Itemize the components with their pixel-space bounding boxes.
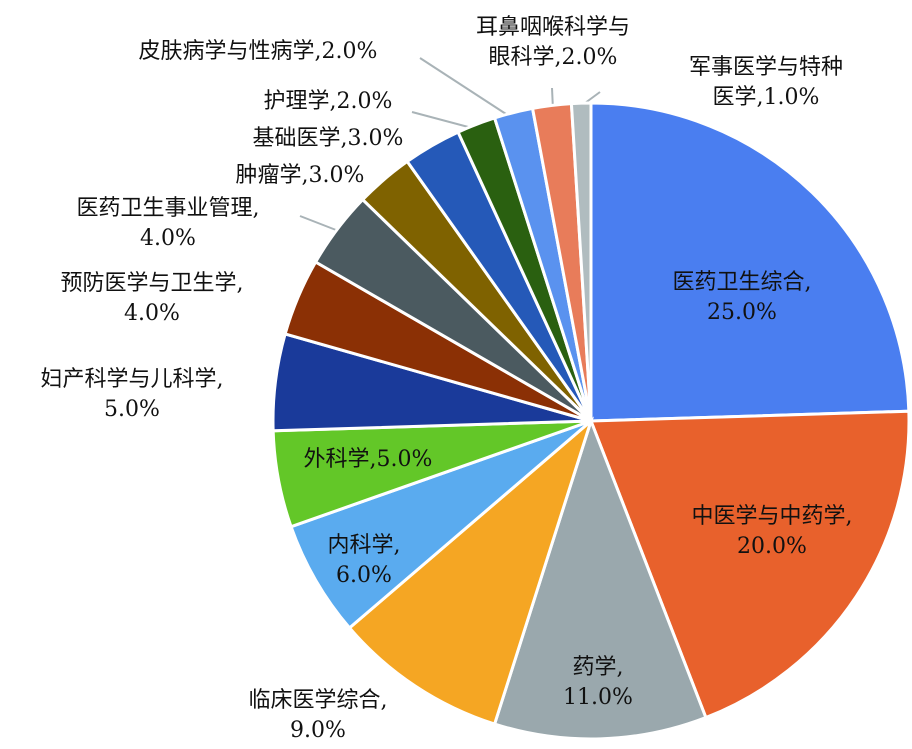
label-name: 肿瘤学 bbox=[235, 163, 302, 188]
label-name: 外科学 bbox=[303, 447, 370, 472]
label-separator: , bbox=[804, 270, 812, 295]
label-value: 2.0% bbox=[321, 39, 378, 64]
pie-slice bbox=[569, 101, 593, 422]
label-separator: , bbox=[314, 39, 322, 64]
leader-line bbox=[419, 57, 507, 115]
label-name: 中医学与中药学 bbox=[691, 504, 846, 529]
label-value: 20.0% bbox=[737, 534, 807, 559]
leader-line bbox=[299, 215, 337, 231]
data-label: 临床医学综合, 9.0% bbox=[248, 686, 387, 746]
data-label: 军事医学与特种医学,1.0% bbox=[686, 53, 847, 113]
label-name: 皮肤病学与性病学 bbox=[138, 39, 315, 64]
data-label: 内科学, 6.0% bbox=[327, 531, 400, 591]
label-separator: , bbox=[369, 447, 377, 472]
label-separator: , bbox=[329, 89, 337, 114]
label-name: 医药卫生综合 bbox=[672, 270, 805, 295]
label-name: 医药卫生事业管理 bbox=[76, 196, 253, 221]
data-label: 医药卫生综合, 25.0% bbox=[672, 268, 811, 328]
data-label: 药学, 11.0% bbox=[563, 653, 633, 713]
data-label: 基础医学,3.0% bbox=[253, 124, 404, 154]
label-value: 11.0% bbox=[563, 685, 633, 710]
label-separator: , bbox=[236, 271, 244, 296]
data-label: 肿瘤学,3.0% bbox=[236, 161, 365, 191]
data-label: 预防医学与卫生学, 4.0% bbox=[60, 269, 243, 329]
label-value: 6.0% bbox=[336, 563, 392, 588]
label-value: 2.0% bbox=[561, 45, 618, 70]
label-value: 3.0% bbox=[347, 126, 404, 151]
leader-lines bbox=[299, 57, 601, 231]
label-separator: , bbox=[756, 85, 764, 110]
label-name: 预防医学与卫生学 bbox=[60, 271, 237, 296]
label-value: 5.0% bbox=[376, 447, 433, 472]
pie-slice bbox=[347, 416, 595, 726]
label-separator: , bbox=[845, 504, 853, 529]
label-value: 9.0% bbox=[290, 718, 346, 743]
data-label: 医药卫生事业管理, 4.0% bbox=[76, 194, 259, 254]
label-separator: , bbox=[554, 45, 562, 70]
data-label: 妇产科学与儿科学, 5.0% bbox=[40, 365, 223, 425]
pie-slice bbox=[588, 409, 911, 720]
label-separator: , bbox=[252, 196, 260, 221]
label-value: 3.0% bbox=[308, 163, 365, 188]
label-value: 5.0% bbox=[104, 397, 160, 422]
label-name: 护理学 bbox=[263, 89, 330, 114]
label-separator: , bbox=[301, 163, 309, 188]
label-name: 内科学 bbox=[327, 533, 394, 558]
label-name: 军事医学与特种医学 bbox=[688, 55, 843, 110]
label-name: 临床医学综合 bbox=[248, 688, 381, 713]
data-label: 外科学,5.0% bbox=[304, 445, 433, 475]
label-separator: , bbox=[393, 533, 401, 558]
label-name: 药学 bbox=[572, 655, 617, 680]
label-separator: , bbox=[216, 367, 224, 392]
label-separator: , bbox=[340, 126, 348, 151]
data-label: 护理学,2.0% bbox=[264, 87, 393, 117]
label-value: 1.0% bbox=[763, 85, 820, 110]
label-name: 妇产科学与儿科学 bbox=[40, 367, 217, 392]
data-label: 皮肤病学与性病学,2.0% bbox=[139, 37, 378, 67]
label-separator: , bbox=[380, 688, 388, 713]
label-separator: , bbox=[616, 655, 624, 680]
label-value: 4.0% bbox=[124, 301, 180, 326]
data-label: 耳鼻咽喉科学与眼科学,2.0% bbox=[473, 13, 634, 73]
pie-slice bbox=[492, 416, 708, 741]
pie-slice bbox=[589, 101, 911, 423]
label-name: 耳鼻咽喉科学与眼科学 bbox=[475, 15, 630, 70]
label-value: 25.0% bbox=[707, 300, 777, 325]
label-value: 4.0% bbox=[140, 226, 196, 251]
leader-line bbox=[411, 111, 473, 129]
label-name: 基础医学 bbox=[252, 126, 341, 151]
data-label: 中医学与中药学, 20.0% bbox=[691, 502, 852, 562]
label-value: 2.0% bbox=[336, 89, 393, 114]
